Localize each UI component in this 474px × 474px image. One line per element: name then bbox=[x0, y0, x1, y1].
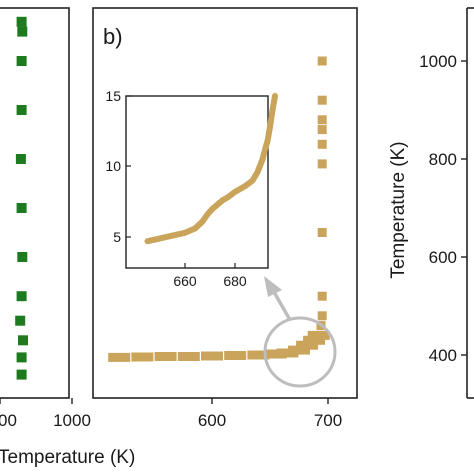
panel-b-point-9 bbox=[288, 345, 310, 355]
panel-a-point-6 bbox=[16, 203, 27, 213]
panel-b-point-11 bbox=[303, 335, 326, 345]
panel-b-point-20 bbox=[317, 115, 327, 125]
inset-x-tick-label-0: 660 bbox=[173, 273, 197, 289]
panel-c-y-tick-label-0: 400 bbox=[429, 346, 457, 365]
panel-a-point-3 bbox=[15, 315, 26, 326]
panel-b-point-21 bbox=[317, 95, 327, 105]
panel-b-point-7 bbox=[264, 349, 287, 359]
panel-b-point-1 bbox=[131, 352, 154, 362]
inset-curve bbox=[144, 93, 278, 245]
panel-b-point-16 bbox=[317, 228, 327, 237]
panel-b-point-14 bbox=[317, 311, 327, 321]
panel-a-point-4 bbox=[16, 291, 27, 302]
panel-a-frame bbox=[0, 7, 70, 399]
panel-a-points bbox=[15, 16, 28, 380]
panel-b-point-12 bbox=[307, 330, 330, 340]
panel-b-label: b) bbox=[103, 24, 123, 49]
panel-b-points bbox=[108, 56, 330, 362]
panel-b-frame bbox=[92, 7, 358, 399]
panel-b-point-3 bbox=[177, 352, 200, 361]
panel-b-point-10 bbox=[296, 340, 319, 350]
panel-b-point-5 bbox=[224, 351, 247, 360]
panel-a-point-5 bbox=[17, 252, 28, 262]
panel-a-point-2 bbox=[18, 335, 28, 346]
panel-b: b) 600 700 5 10 15 660 680 bbox=[92, 7, 358, 430]
panel-a-point-11 bbox=[16, 16, 27, 27]
panel-a: 00 1000 Temperature (K) bbox=[0, 7, 135, 468]
panel-a-point-7 bbox=[15, 154, 26, 164]
inset: 5 10 15 660 680 bbox=[105, 88, 278, 289]
panel-b-x-tick-label-0: 600 bbox=[198, 411, 226, 430]
panel-a-point-1 bbox=[16, 352, 27, 363]
panel-b-x-tick-label-1: 700 bbox=[314, 411, 342, 430]
panel-b-point-18 bbox=[317, 139, 327, 149]
panel-a-point-9 bbox=[16, 56, 27, 66]
inset-y-tick-label-1: 10 bbox=[105, 158, 121, 174]
panel-c-y-tick-label-1: 600 bbox=[429, 248, 457, 267]
panel-b-point-17 bbox=[317, 159, 327, 169]
inset-y-tick-label-2: 15 bbox=[105, 88, 121, 104]
panel-b-point-19 bbox=[317, 125, 327, 135]
inset-x-tick-label-1: 680 bbox=[223, 273, 247, 289]
panel-b-point-4 bbox=[201, 351, 223, 361]
panel-c-y-tick-label-2: 800 bbox=[429, 150, 457, 169]
panel-c: 400 600 800 1000 Temperature (K) bbox=[388, 7, 474, 399]
panel-a-x-axis-title: Temperature (K) bbox=[0, 447, 135, 468]
zoom-arrow-head bbox=[264, 276, 282, 297]
panel-b-point-6 bbox=[247, 350, 270, 360]
panel-a-point-0 bbox=[16, 369, 27, 380]
zoom-circle bbox=[263, 316, 337, 388]
panel-b-point-2 bbox=[154, 352, 177, 361]
panel-c-y-axis-title: Temperature (K) bbox=[388, 141, 409, 278]
panel-b-point-22 bbox=[317, 56, 327, 66]
panel-a-point-8 bbox=[16, 105, 27, 115]
inset-y-tick-label-0: 5 bbox=[113, 229, 121, 245]
panel-b-point-15 bbox=[317, 291, 327, 301]
panel-c-y-tick-label-3: 1000 bbox=[419, 52, 457, 71]
panel-b-point-8 bbox=[276, 348, 299, 358]
panel-a-x-tick-label-0: 00 bbox=[0, 411, 17, 430]
panel-a-point-10 bbox=[17, 26, 28, 37]
panel-a-x-tick-label-1: 1000 bbox=[53, 411, 91, 430]
zoom-arrow-shaft bbox=[272, 291, 292, 321]
panel-b-point-0 bbox=[108, 352, 131, 362]
